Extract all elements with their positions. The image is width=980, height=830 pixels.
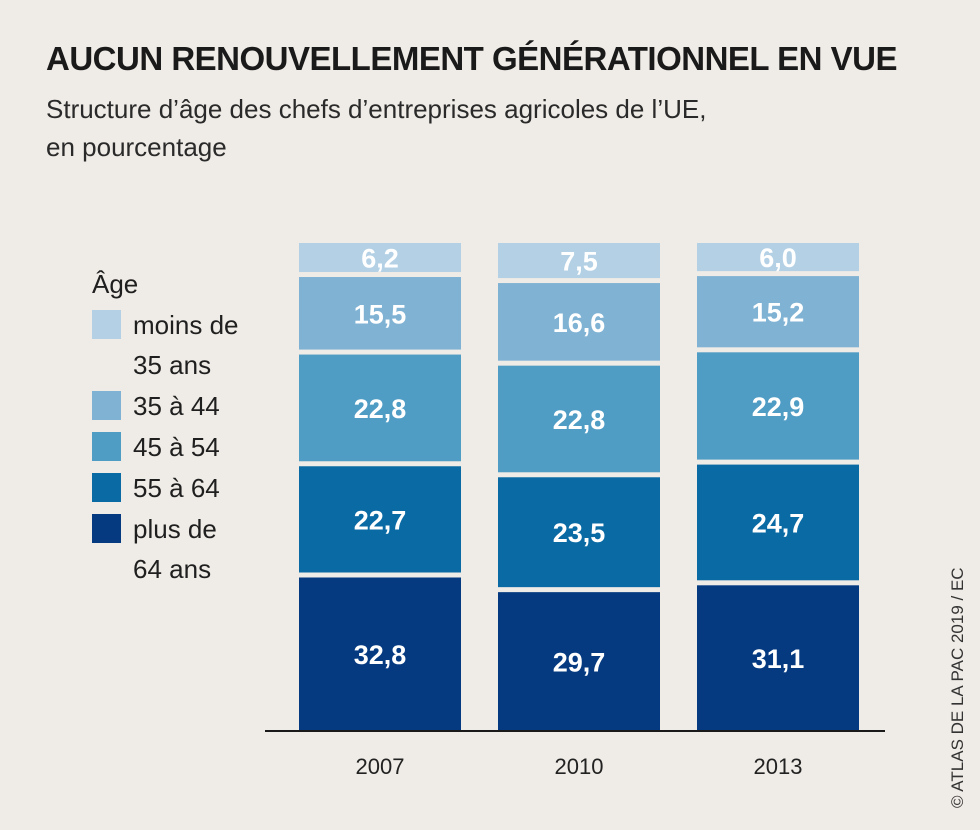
bar-segment-2010-3	[498, 283, 660, 361]
legend-label-4-1: 64 ans	[133, 554, 211, 584]
bar-segment-2013-1	[697, 464, 859, 581]
data-label-2010-3: 16,6	[553, 308, 606, 338]
data-label-2013-1: 24,7	[752, 508, 805, 538]
legend-label-1-0: 35 à 44	[133, 391, 220, 421]
data-label-2010-0: 29,7	[553, 648, 606, 678]
legend-title: Âge	[92, 269, 138, 299]
bar-segment-2013-3	[697, 276, 859, 348]
source-credit: © ATLAS DE LA PAC 2019 / EC	[948, 567, 967, 808]
bar-segment-2007-1	[299, 466, 461, 573]
legend-label-0-0: moins de	[133, 310, 239, 340]
chart-subtitle: Structure d’âge des chefs d’entreprises …	[46, 90, 846, 166]
legend-label-0-1: 35 ans	[133, 350, 211, 380]
legend-swatch-1	[92, 391, 121, 420]
legend-label-3-0: 55 à 64	[133, 473, 220, 503]
bar-segment-2010-0	[498, 592, 660, 731]
data-label-2007-2: 22,8	[354, 394, 407, 424]
legend-label-4-0: plus de	[133, 514, 217, 544]
bar-segment-2013-2	[697, 352, 859, 460]
data-label-2013-0: 31,1	[752, 644, 805, 674]
legend-swatch-2	[92, 432, 121, 461]
bar-segment-2010-4	[498, 243, 660, 279]
bar-segment-2007-0	[299, 577, 461, 731]
bar-segment-2007-3	[299, 277, 461, 350]
x-tick-label-2010: 2010	[555, 754, 604, 779]
legend: Âge moins de 35 ans 35 à 44 45 à 54 55 à 64 pl…	[92, 269, 239, 584]
data-label-2010-4: 7,5	[560, 247, 598, 277]
bar-segment-2013-4	[697, 243, 859, 272]
data-label-2007-0: 32,8	[354, 640, 407, 670]
bar-segment-2010-1	[498, 477, 660, 588]
data-label-2010-1: 23,5	[553, 518, 606, 548]
bar-segment-2007-2	[299, 354, 461, 462]
legend-swatch-4	[92, 514, 121, 543]
x-tick-label-2007: 2007	[356, 754, 405, 779]
legend-swatch-0	[92, 310, 121, 339]
x-tick-label-2013: 2013	[754, 754, 803, 779]
x-tick-labels: 2007 2010 2013	[356, 754, 803, 779]
bars-layer: 32,8 22,7 22,8 15,5 6,2 29,7 23,5 22,8 16,6 7,5 31…	[299, 243, 859, 731]
data-label-2010-2: 22,8	[553, 405, 606, 435]
bar-segment-2007-4	[299, 243, 461, 273]
data-label-2007-4: 6,2	[361, 244, 399, 274]
bar-segment-2010-2	[498, 365, 660, 473]
data-label-2013-4: 6,0	[759, 243, 797, 273]
data-label-2007-3: 15,5	[354, 299, 407, 329]
chart-title: AUCUN RENOUVELLEMENT GÉNÉRATIONNEL EN VU…	[46, 40, 898, 77]
legend-swatch-3	[92, 473, 121, 502]
subtitle-line-2: en pourcentage	[46, 132, 227, 162]
subtitle-line-1: Structure d’âge des chefs d’entreprises …	[46, 94, 707, 124]
data-label-2013-2: 22,9	[752, 392, 805, 422]
bar-segment-2013-0	[697, 585, 859, 731]
data-label-2007-1: 22,7	[354, 505, 407, 535]
legend-label-2-0: 45 à 54	[133, 432, 220, 462]
data-label-2013-3: 15,2	[752, 298, 805, 328]
